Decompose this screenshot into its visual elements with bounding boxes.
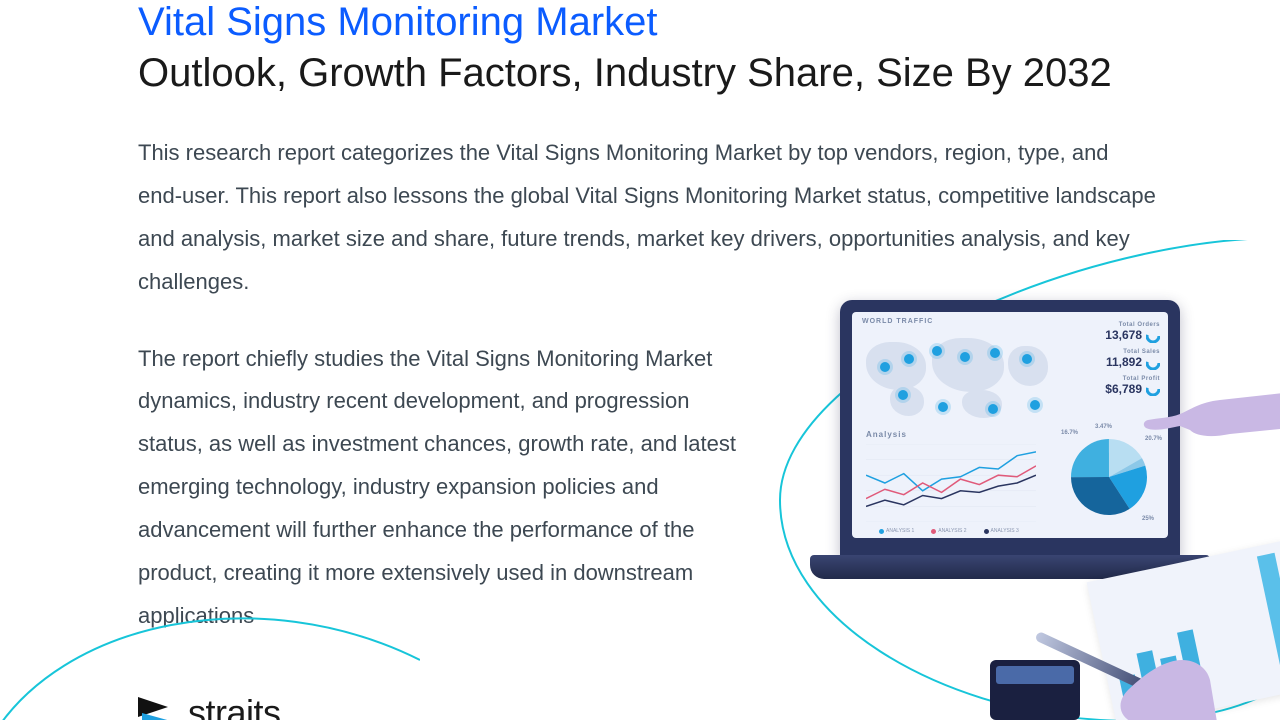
pie-label-2: 3.47% bbox=[1095, 424, 1112, 430]
map-dot bbox=[990, 348, 1000, 358]
logo-icon bbox=[138, 693, 182, 720]
legend-item: ANALYSIS 1 bbox=[872, 528, 914, 534]
chart-legend: ANALYSIS 1 ANALYSIS 2 ANALYSIS 3 bbox=[872, 528, 1019, 534]
paragraph-2: The report chiefly studies the Vital Sig… bbox=[138, 338, 738, 638]
map-dot bbox=[1030, 400, 1040, 410]
slide: Vital Signs Monitoring Market Outlook, G… bbox=[0, 0, 1280, 720]
logo: straits bbox=[138, 692, 281, 720]
line-chart bbox=[866, 444, 1036, 522]
hand-pointing bbox=[1140, 380, 1280, 450]
stat-value: 13,678 bbox=[1070, 328, 1160, 343]
hand-writing bbox=[1060, 650, 1220, 720]
pie-label-1: 16.7% bbox=[1061, 430, 1078, 436]
laptop-screen: WORLD TRAFFIC Total Orders13,678 Total Sa… bbox=[852, 312, 1168, 538]
title-sub: Outlook, Growth Factors, Industry Share,… bbox=[138, 50, 1158, 96]
stat-item: Total Sales11,892 bbox=[1070, 349, 1160, 370]
map-dot bbox=[1022, 354, 1032, 364]
map-dot bbox=[898, 390, 908, 400]
laptop-illustration: WORLD TRAFFIC Total Orders13,678 Total Sa… bbox=[780, 300, 1280, 720]
map-dot bbox=[938, 402, 948, 412]
logo-text: straits bbox=[188, 692, 281, 720]
map-dot bbox=[960, 352, 970, 362]
pie-label-4: 25% bbox=[1142, 516, 1154, 522]
stat-value: 11,892 bbox=[1070, 355, 1160, 370]
map-dot bbox=[904, 354, 914, 364]
title-main: Vital Signs Monitoring Market bbox=[138, 0, 1158, 44]
analysis-label: Analysis bbox=[866, 430, 907, 439]
map-dot bbox=[880, 362, 890, 372]
stat-item: Total Orders13,678 bbox=[1070, 322, 1160, 343]
legend-item: ANALYSIS 2 bbox=[924, 528, 966, 534]
map-dot bbox=[932, 346, 942, 356]
screen-header-label: WORLD TRAFFIC bbox=[862, 318, 933, 325]
legend-item: ANALYSIS 3 bbox=[977, 528, 1019, 534]
world-map bbox=[862, 332, 1052, 422]
map-dot bbox=[988, 404, 998, 414]
laptop: WORLD TRAFFIC Total Orders13,678 Total Sa… bbox=[840, 300, 1180, 560]
paragraph-1: This research report categorizes the Vit… bbox=[138, 132, 1158, 304]
